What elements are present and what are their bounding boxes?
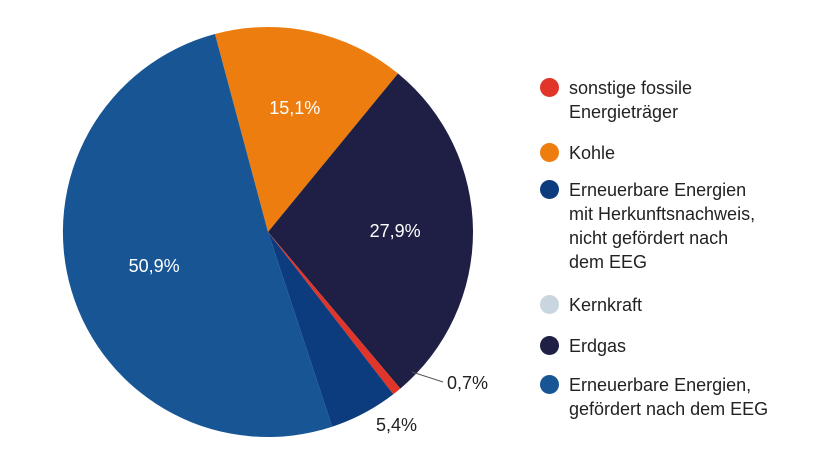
legend-label: Erdgas bbox=[569, 336, 627, 356]
legend-swatch bbox=[540, 143, 559, 162]
legend-item-kernkraft: Kernkraft bbox=[540, 293, 642, 317]
legend-label: Kernkraft bbox=[569, 295, 643, 315]
pie-chart: 15,1% 27,9% 0,7% 5,4% 50,9% bbox=[62, 27, 488, 438]
slice-label-5: 50,9% bbox=[129, 256, 180, 276]
legend-swatch bbox=[540, 180, 559, 199]
slice-label-2: 5,4% bbox=[376, 415, 417, 435]
slice-label-1: 15,1% bbox=[269, 98, 320, 118]
pie-slice-1 bbox=[214, 27, 399, 233]
pie-slice-2 bbox=[268, 232, 394, 427]
legend-label: Kohle bbox=[569, 143, 616, 163]
legend-label: sonstige fossile Energieträger bbox=[569, 78, 693, 122]
legend-swatch bbox=[540, 336, 559, 355]
leader-line-0 bbox=[411, 371, 444, 383]
legend-item-ee-eeg: Erneuerbare Energien, gefördert nach dem… bbox=[540, 373, 768, 421]
pie-slice-5 bbox=[62, 33, 333, 438]
legend-swatch bbox=[540, 375, 559, 394]
slice-label-4: 27,9% bbox=[370, 221, 421, 241]
legend-item-kohle: Kohle bbox=[540, 141, 615, 165]
legend-label: Erneuerbare Energien mit Herkunftsnachwe… bbox=[569, 180, 756, 272]
legend-swatch bbox=[540, 295, 559, 314]
pie-slice-4 bbox=[268, 73, 474, 389]
slice-label-0: 0,7% bbox=[447, 373, 488, 393]
pie-slice-0 bbox=[268, 232, 401, 395]
legend-item-erdgas: Erdgas bbox=[540, 334, 626, 358]
legend-label: Erneuerbare Energien, gefördert nach dem… bbox=[569, 375, 769, 419]
legend-item-ee-herkunftsnachweis: Erneuerbare Energien mit Herkunftsnachwe… bbox=[540, 178, 755, 274]
legend-item-sonstige-fossile: sonstige fossile Energieträger bbox=[540, 76, 692, 124]
legend-swatch bbox=[540, 78, 559, 97]
